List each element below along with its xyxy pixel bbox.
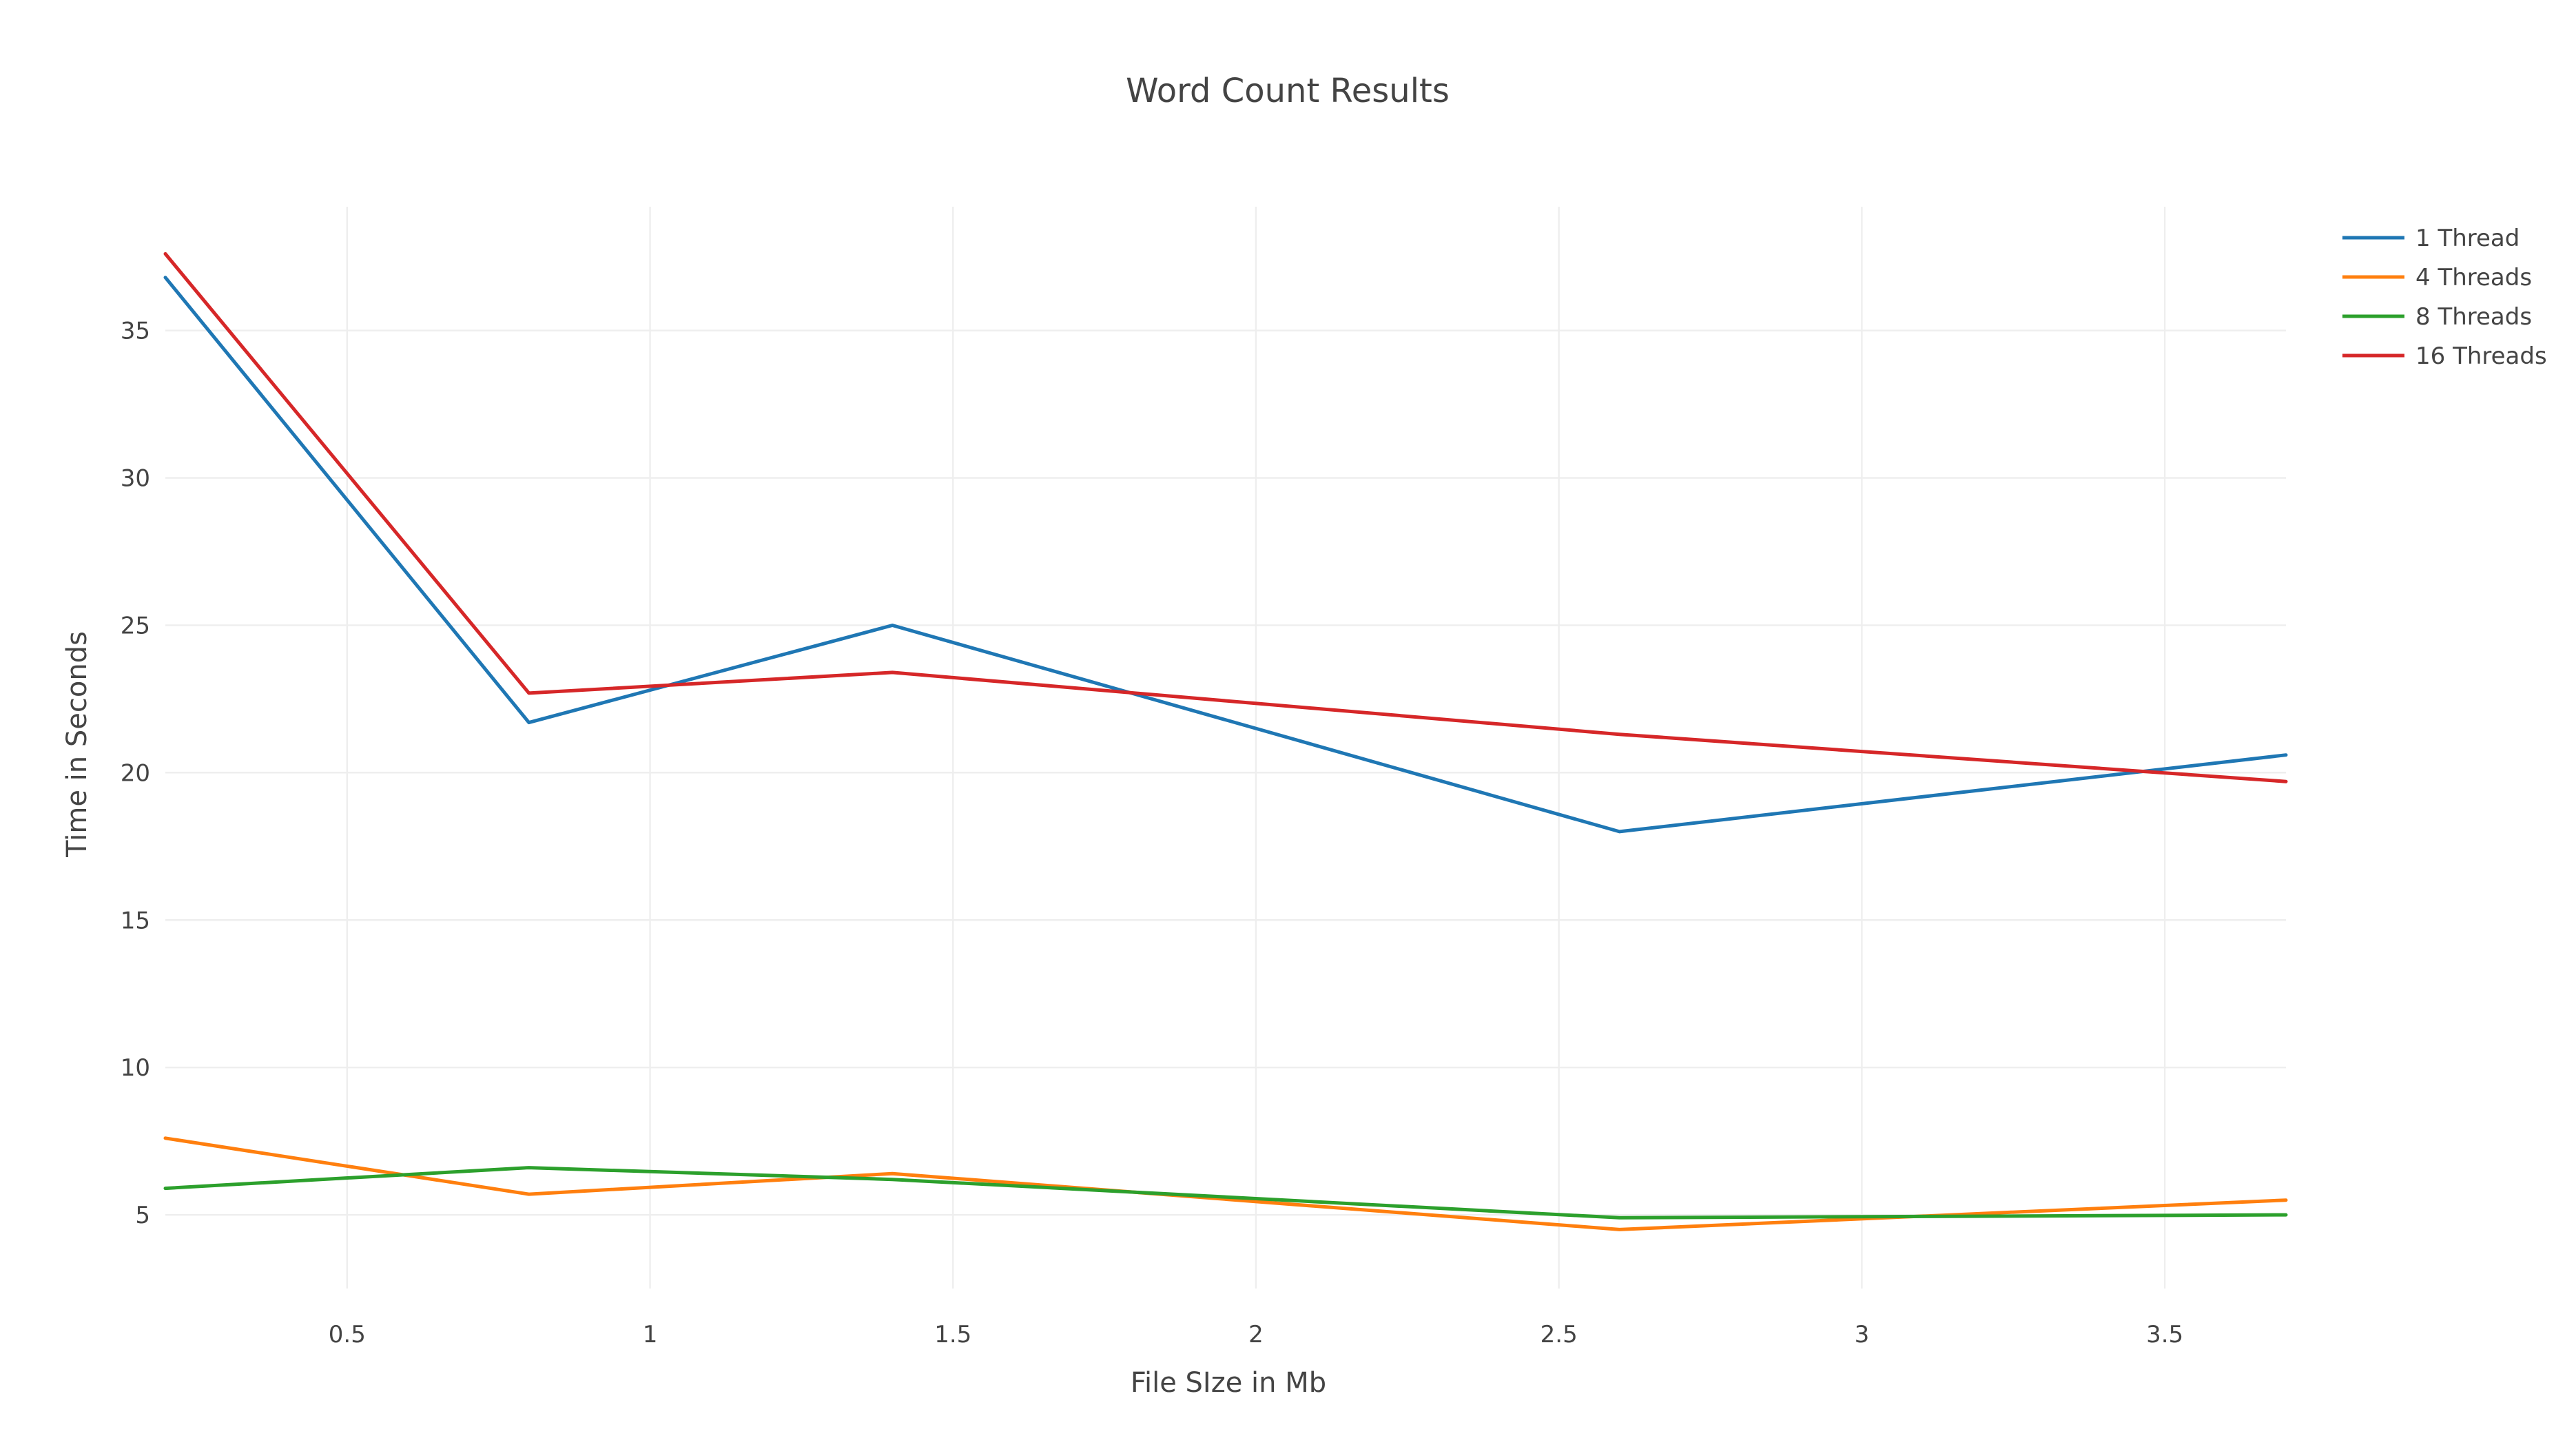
y-tick-label: 35 xyxy=(121,318,150,345)
series-line-8-threads xyxy=(163,1166,2288,1220)
y-tick-label: 25 xyxy=(121,612,150,639)
x-tick-label: 0.5 xyxy=(329,1321,366,1348)
series-lines xyxy=(163,252,2288,1231)
y-tick-label: 10 xyxy=(121,1054,150,1082)
x-tick-label: 2.5 xyxy=(1541,1321,1578,1348)
y-gridlines xyxy=(165,329,2286,1216)
y-axis-title: Time in Seconds xyxy=(61,631,93,858)
legend-label: 8 Threads xyxy=(2415,303,2532,331)
legend-label: 1 Thread xyxy=(2415,225,2520,252)
x-gridlines xyxy=(346,207,2166,1289)
series-line-1-thread xyxy=(163,276,2288,834)
x-axis-title: File SIze in Mb xyxy=(1131,1367,1326,1399)
chart-title: Word Count Results xyxy=(1126,72,1450,110)
x-tick-label: 2 xyxy=(1248,1321,1264,1348)
y-tick-label: 30 xyxy=(121,465,150,493)
legend-item-4-threads[interactable]: 4 Threads xyxy=(2342,264,2532,291)
x-tick-label: 3 xyxy=(1855,1321,1870,1348)
series-line-16-threads xyxy=(163,252,2288,783)
legend-label: 16 Threads xyxy=(2415,342,2547,370)
x-axis-ticks: 0.5 1 1.5 2 2.5 3 3.5 xyxy=(329,1321,2183,1348)
legend: 1 Thread 4 Threads 8 Threads 16 Threads xyxy=(2342,225,2547,370)
y-axis-ticks: 5 10 15 20 25 30 35 xyxy=(121,318,150,1229)
y-tick-label: 20 xyxy=(121,759,150,787)
x-tick-label: 1.5 xyxy=(934,1321,971,1348)
legend-label: 4 Threads xyxy=(2415,264,2532,291)
x-tick-label: 1 xyxy=(643,1321,658,1348)
legend-item-8-threads[interactable]: 8 Threads xyxy=(2342,303,2532,331)
x-tick-label: 3.5 xyxy=(2146,1321,2183,1348)
y-tick-label: 15 xyxy=(121,907,150,934)
legend-item-16-threads[interactable]: 16 Threads xyxy=(2342,342,2547,370)
y-tick-label: 5 xyxy=(135,1202,150,1229)
legend-item-1-thread[interactable]: 1 Thread xyxy=(2342,225,2520,252)
